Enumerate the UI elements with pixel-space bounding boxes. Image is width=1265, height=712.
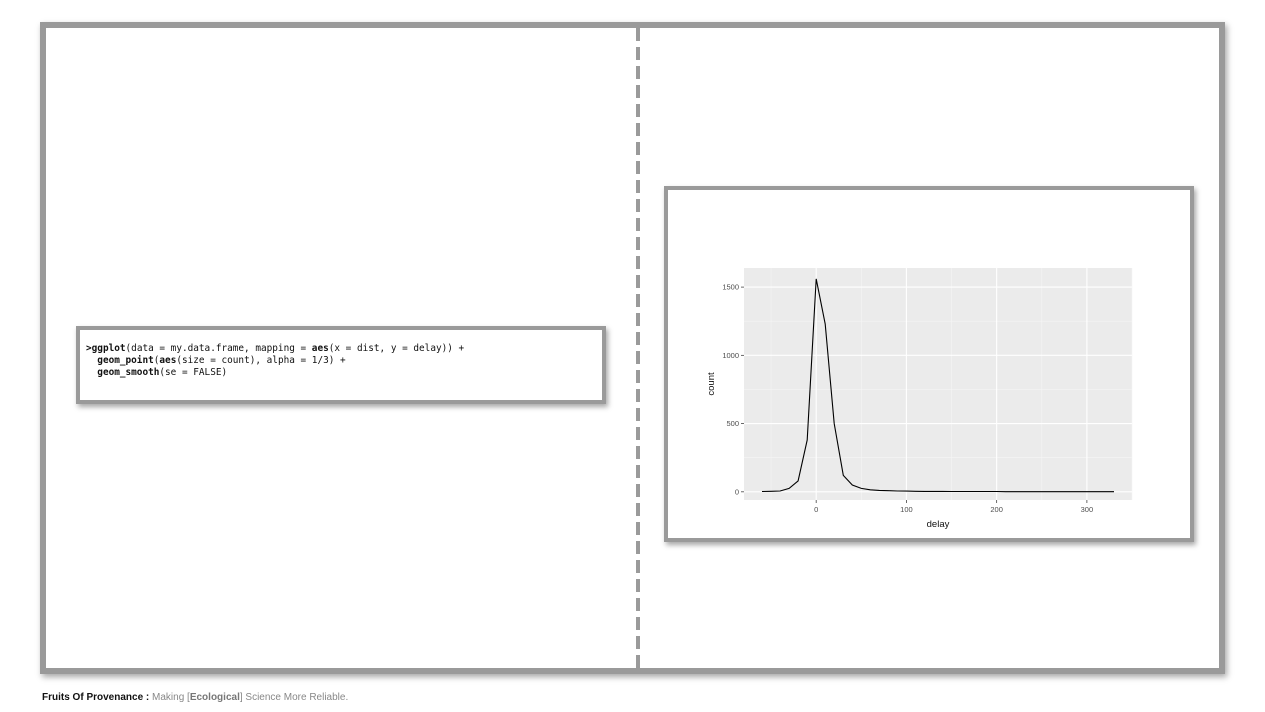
code-box: >ggplot(data = my.data.frame, mapping = … [76,326,606,404]
code-line-3: geom_smooth(se = FALSE) [86,367,602,379]
dashed-divider [636,28,640,668]
y-tick-label: 1000 [722,351,739,360]
x-tick-label: 300 [1081,505,1094,514]
x-tick-label: 200 [990,505,1003,514]
code-function: ggplot [91,343,126,354]
code-text: (data = my.data.frame, mapping = [125,343,312,354]
chart-box: 0 100 200 300 0 500 1000 1500 delay count [664,186,1194,542]
plot-panel [744,268,1132,500]
code-indent [86,367,97,378]
y-tick-label: 1500 [722,283,739,292]
code-text: (se = FALSE) [159,367,228,378]
code-text: (x = dist, y = delay)) + [328,343,465,354]
footer: Fruits Of Provenance : Making [Ecologica… [42,692,348,703]
code-line-2: geom_point(aes(size = count), alpha = 1/… [86,355,602,367]
delay-count-chart: 0 100 200 300 0 500 1000 1500 delay count [706,268,1133,530]
code-line-1: >ggplot(data = my.data.frame, mapping = … [86,343,602,355]
slide-frame: >ggplot(data = my.data.frame, mapping = … [40,22,1225,674]
y-tick-label: 500 [726,419,739,428]
footer-highlight: Ecological [189,692,240,703]
series-line [761,278,1114,493]
footer-brand: Fruits Of Provenance : [42,692,150,703]
code-function: geom_point [97,355,154,366]
code-function: aes [159,355,177,366]
code-function: aes [311,343,329,354]
code-indent [86,355,97,366]
y-tick-label: 0 [735,487,739,496]
x-tick-label: 0 [814,505,818,514]
code-text: ( [153,355,160,366]
y-axis-title: count [706,372,717,396]
x-tick-label: 100 [900,505,913,514]
x-axis-title: delay [927,519,950,530]
code-text: (size = count), alpha = 1/3) + [176,355,346,366]
footer-text-before: Making [ [149,692,190,703]
code-function: geom_smooth [97,367,160,378]
code-prompt: > [86,343,92,354]
footer-text-after: ] Science More Reliable. [239,692,349,703]
